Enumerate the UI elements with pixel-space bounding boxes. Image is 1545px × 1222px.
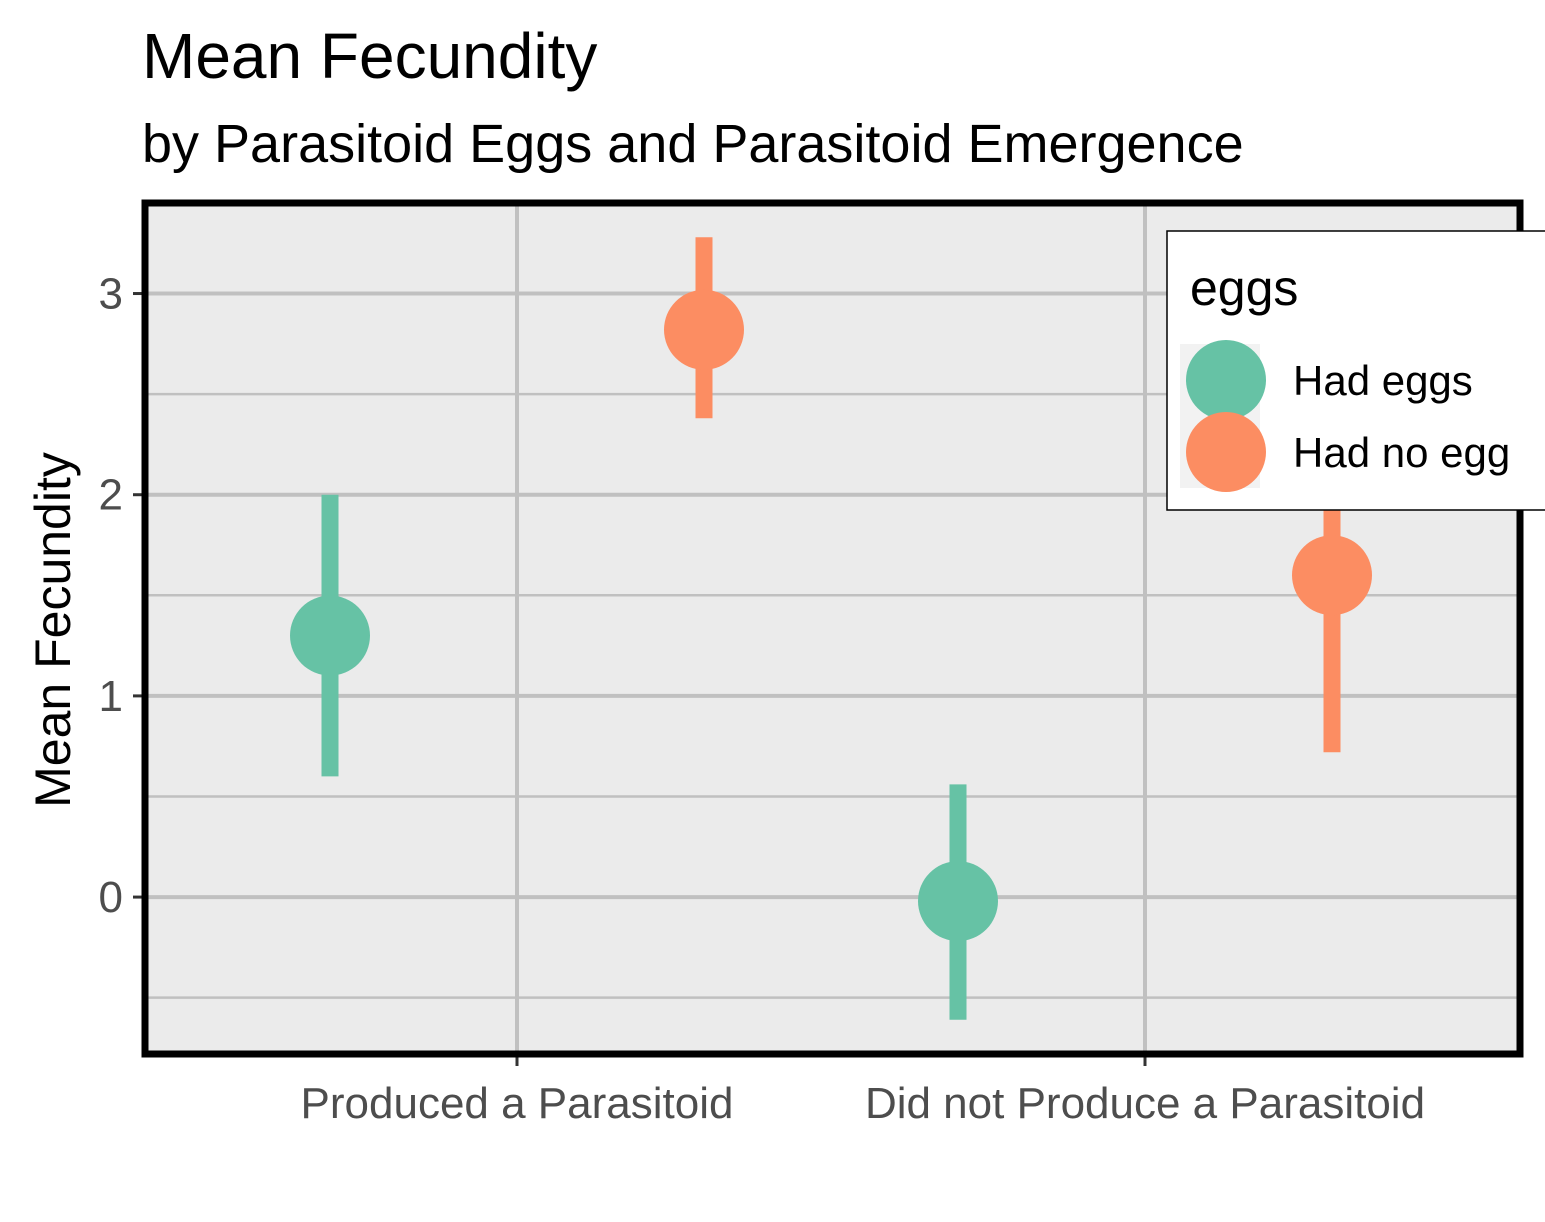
legend-label: Had no egg xyxy=(1293,429,1510,476)
panel-border xyxy=(141,199,1524,1058)
legend-title: eggs xyxy=(1190,260,1298,316)
chart-subtitle: by Parasitoid Eggs and Parasitoid Emerge… xyxy=(142,114,1244,174)
axis-ticks: 0 1 2 3 Produced a Parasitoid Did not Produce… xyxy=(99,270,1426,1128)
legend: eggs Had eggs Had no egg xyxy=(1166,230,1545,511)
data-point xyxy=(918,861,998,942)
chart-title: Mean Fecundity xyxy=(142,20,597,92)
y-tick-label: 2 xyxy=(99,471,123,520)
data-point xyxy=(290,595,370,676)
data-point xyxy=(1292,535,1372,616)
y-axis-title: Mean Fecundity xyxy=(25,452,81,808)
y-tick-label: 0 xyxy=(99,873,123,922)
legend-label: Had eggs xyxy=(1293,357,1473,404)
y-tick-label: 1 xyxy=(99,672,123,721)
legend-key-swatch xyxy=(1186,340,1266,420)
legend-key-swatch xyxy=(1186,412,1266,492)
x-tick-label: Did not Produce a Parasitoid xyxy=(865,1079,1425,1128)
y-tick-label: 3 xyxy=(99,270,123,319)
x-tick-label: Produced a Parasitoid xyxy=(301,1079,734,1128)
data-point xyxy=(664,289,744,370)
